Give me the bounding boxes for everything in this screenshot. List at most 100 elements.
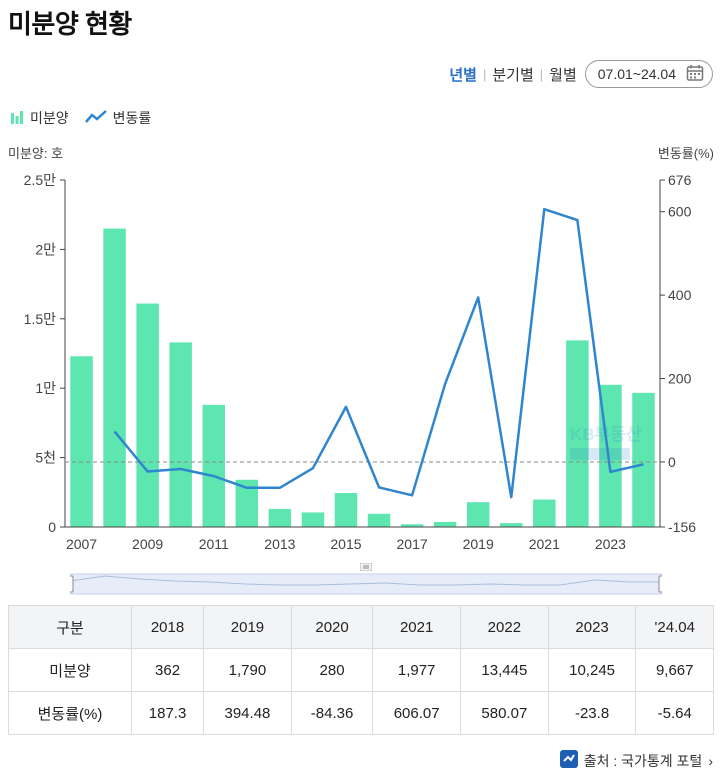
bar	[367, 513, 391, 527]
line-series	[113, 207, 644, 499]
table-header-cell: 2018	[130, 605, 205, 649]
legend-item-line[interactable]: 변동률	[84, 108, 152, 128]
table-header-row: 구분 2018 2019 2020 2021 2022 2023 '24.04	[8, 605, 714, 649]
chart-area: 미분양: 호 변동률(%) 0 5천 1만 1.5만 2만 2.5만 -156 0 200 40…	[8, 146, 714, 552]
rate-line	[113, 207, 644, 499]
table-row: 변동률(%) 187.3 394.48 -84.36 606.07 580.07…	[8, 691, 714, 735]
table-cell: -5.64	[635, 691, 714, 735]
bar	[400, 524, 424, 527]
data-table: 구분 2018 2019 2020 2021 2022 2023 '24.04 …	[8, 605, 714, 735]
bar	[136, 303, 159, 527]
bar	[632, 392, 655, 527]
x-tick-label: 2007	[66, 536, 97, 552]
table-cell: 280	[290, 648, 374, 692]
table-cell: 187.3	[130, 691, 205, 735]
left-tick-label: 1만	[35, 380, 56, 396]
right-tick-label: 200	[668, 371, 692, 387]
x-tick-label: 2011	[199, 536, 229, 552]
period-quarterly-button[interactable]: 분기별	[492, 66, 534, 84]
table-header-cell: 2023	[547, 605, 637, 649]
bar	[268, 508, 292, 527]
right-tick-label: 600	[668, 204, 692, 220]
table-cell: 362	[130, 648, 205, 692]
right-tick-label: -156	[668, 519, 696, 535]
period-monthly-button[interactable]: 월별	[549, 66, 577, 84]
table-cell: 변동률(%)	[8, 691, 132, 735]
table-header-cell: 2020	[290, 605, 374, 649]
legend-bar-label: 미분양	[30, 110, 69, 126]
x-tick-label: 2019	[463, 536, 494, 552]
bar	[334, 492, 358, 527]
date-range-picker[interactable]: 07.01~24.04	[584, 60, 713, 88]
navigator-left-handle[interactable]	[67, 575, 74, 593]
right-axis-title: 변동률(%)	[658, 146, 714, 161]
right-tick-label: 400	[668, 287, 692, 303]
bar-series	[70, 228, 655, 527]
x-tick-label: 2013	[264, 536, 295, 552]
navigator-grip-icon[interactable]	[360, 563, 372, 571]
table-header-cell: 2021	[372, 605, 461, 649]
x-tick-label: 2023	[595, 536, 626, 552]
table-cell: 10,245	[547, 648, 637, 692]
date-range-text: 07.01~24.04	[597, 66, 676, 82]
legend-line-label: 변동률	[112, 110, 152, 126]
left-tick-label: 2만	[35, 241, 56, 257]
chevron-right-icon: ›	[708, 752, 713, 769]
chart-legend: 미분양 변동률	[10, 108, 167, 128]
bar	[103, 228, 126, 527]
x-tick-label: 2009	[132, 536, 163, 552]
table-header-cell: 2019	[203, 605, 292, 649]
table-cell: 606.07	[372, 691, 461, 735]
bar	[566, 340, 589, 527]
bar	[202, 404, 225, 527]
source-text: 출처 : 국가통계 포털	[583, 752, 703, 769]
statistics-portal-icon	[559, 750, 578, 771]
table-cell: -23.8	[547, 691, 637, 735]
x-tick-label: 2017	[397, 536, 428, 552]
left-axis-title: 미분양: 호	[8, 146, 63, 161]
period-yearly-button[interactable]: 년별	[449, 66, 477, 84]
period-selector: 년별 | 분기별 | 월별 07.01~24.04	[449, 60, 713, 88]
table-header-cell: 2022	[460, 605, 549, 649]
bar	[466, 502, 490, 527]
right-tick-label: 0	[668, 454, 676, 470]
bar-chart-icon	[10, 110, 24, 127]
range-navigator[interactable]	[67, 563, 665, 595]
table-header-cell: 구분	[8, 605, 132, 649]
left-axis: 0 5천 1만 1.5만 2만 2.5만	[24, 172, 66, 535]
source-link[interactable]: 출처 : 국가통계 포털 ›	[559, 750, 713, 771]
line-chart-icon	[84, 109, 107, 127]
bar	[70, 356, 93, 527]
table-cell: 9,667	[635, 648, 714, 692]
left-tick-label: 0	[48, 519, 56, 535]
page-title: 미분양 현황	[8, 9, 132, 39]
navigator-preview-line	[69, 575, 662, 586]
table-cell: 1,977	[372, 648, 461, 692]
table-header-cell: '24.04	[635, 605, 714, 649]
table-cell: 미분양	[8, 648, 132, 692]
bar	[533, 499, 556, 527]
x-tick-label: 2015	[330, 536, 361, 552]
legend-item-bar[interactable]: 미분양	[10, 108, 69, 128]
x-tick-label: 2021	[529, 536, 560, 552]
calendar-icon[interactable]	[686, 64, 704, 85]
bar	[301, 512, 325, 527]
table-cell: -84.36	[290, 691, 374, 735]
divider: |	[539, 66, 544, 82]
navigator-right-handle[interactable]	[658, 575, 665, 593]
table-row: 미분양 362 1,790 280 1,977 13,445 10,245 9,…	[8, 648, 714, 692]
table-cell: 394.48	[203, 691, 292, 735]
bar	[500, 523, 523, 527]
left-tick-label: 5천	[35, 450, 56, 466]
table-cell: 1,790	[203, 648, 292, 692]
left-tick-label: 1.5만	[24, 311, 56, 327]
right-axis: -156 0 200 400 600 676	[659, 172, 696, 535]
left-tick-label: 2.5만	[24, 172, 56, 188]
x-axis: 2007 2009 2011 2013 2015 2017 2019 2021 2023	[65, 526, 660, 552]
bar	[169, 342, 192, 527]
right-tick-label: 676	[668, 172, 692, 188]
table-cell: 580.07	[460, 691, 549, 735]
table-cell: 13,445	[460, 648, 549, 692]
bar	[433, 521, 457, 527]
bar	[235, 479, 259, 527]
